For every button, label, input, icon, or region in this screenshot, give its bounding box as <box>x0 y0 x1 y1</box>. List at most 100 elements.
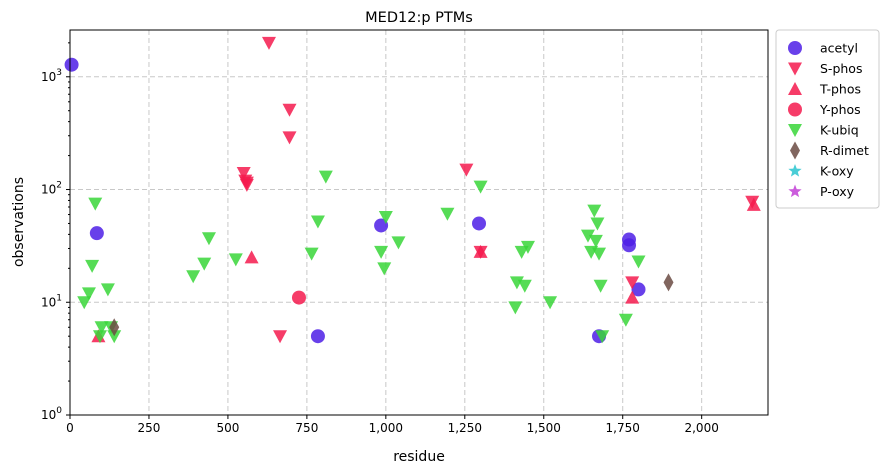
x-tick-label: 1,500 <box>527 421 561 435</box>
point-K-ubiq <box>94 321 109 335</box>
x-tick-label: 0 <box>66 421 74 435</box>
x-tick-label: 250 <box>138 421 161 435</box>
legend-marker-K-oxy <box>788 164 802 177</box>
legend-label-Y-phos: Y-phos <box>819 102 861 117</box>
point-acetyl <box>472 216 487 231</box>
point-K-ubiq <box>590 217 605 231</box>
point-acetyl <box>89 226 104 241</box>
legend-box <box>775 29 880 209</box>
point-K-ubiq <box>100 283 115 297</box>
series-R-dimet <box>109 273 674 337</box>
data-points <box>64 36 761 344</box>
point-K-ubiq <box>310 215 325 229</box>
point-K-ubiq <box>197 257 212 271</box>
point-S-phos <box>236 167 251 181</box>
legend-marker-T-phos <box>788 82 802 95</box>
point-K-ubiq <box>440 207 455 221</box>
legend-marker-S-phos <box>788 62 802 76</box>
chart-title: MED12:p PTMs <box>365 10 473 26</box>
point-K-ubiq <box>318 170 333 184</box>
point-S-phos <box>282 131 297 145</box>
point-K-ubiq <box>592 247 607 261</box>
x-tick-label: 1,000 <box>369 421 403 435</box>
x-tick-label: 1,250 <box>448 421 482 435</box>
legend-label-P-oxy: P-oxy <box>820 184 855 199</box>
point-K-ubiq <box>580 229 595 243</box>
series-Y-phos <box>291 290 306 305</box>
point-K-ubiq <box>377 262 392 276</box>
point-K-ubiq <box>378 211 393 225</box>
series-K-ubiq <box>77 170 646 344</box>
point-acetyl <box>622 238 637 253</box>
point-T-phos <box>746 197 761 211</box>
x-tick-label: 750 <box>295 421 318 435</box>
point-acetyl <box>631 282 646 297</box>
point-K-ubiq <box>587 204 602 218</box>
point-K-ubiq <box>77 296 92 310</box>
legend: acetyl S-phos T-phos Y-phos K-ubiq R-dimet K-o… <box>775 29 880 209</box>
legend-label-K-ubiq: K-ubiq <box>820 123 859 138</box>
point-S-phos <box>273 330 288 344</box>
point-K-ubiq <box>473 180 488 194</box>
y-axis-label: observations <box>11 177 27 267</box>
series-T-phos <box>91 197 761 343</box>
point-R-dimet <box>109 318 120 337</box>
point-T-phos <box>244 250 259 264</box>
point-S-phos <box>282 103 297 117</box>
point-K-ubiq <box>93 330 108 344</box>
point-K-ubiq <box>85 259 100 273</box>
legend-label-acetyl: acetyl <box>820 41 858 56</box>
point-S-phos <box>625 276 640 290</box>
point-K-ubiq <box>593 279 608 293</box>
y-axis: 100 101 102 103 <box>41 42 70 422</box>
point-K-ubiq <box>514 245 529 259</box>
x-tick-label: 1,750 <box>606 421 640 435</box>
x-axis-label: residue <box>393 449 445 465</box>
point-K-ubiq <box>520 240 535 254</box>
point-K-ubiq <box>201 232 216 246</box>
legend-label-K-oxy: K-oxy <box>820 164 854 179</box>
point-K-ubiq <box>81 287 96 301</box>
point-R-dimet <box>663 273 674 292</box>
y-tick-label: 101 <box>41 293 62 309</box>
point-K-ubiq <box>107 330 122 344</box>
point-K-ubiq <box>509 276 524 290</box>
legend-label-R-dimet: R-dimet <box>820 143 869 158</box>
legend-marker-K-ubiq <box>788 124 802 137</box>
point-K-ubiq <box>88 197 103 211</box>
point-T-phos <box>473 244 488 258</box>
x-axis: 0 250 500 750 1,000 1,250 1,500 1,750 2,000 <box>66 415 719 435</box>
legend-label-S-phos: S-phos <box>820 61 862 76</box>
y-tick-label: 100 <box>41 406 62 422</box>
point-S-phos <box>459 163 474 177</box>
plot-frame <box>69 29 769 416</box>
point-S-phos <box>239 178 254 192</box>
legend-marker-acetyl <box>788 41 802 55</box>
point-K-ubiq <box>618 313 633 327</box>
series-acetyl <box>64 57 646 344</box>
x-tick-label: 500 <box>216 421 239 435</box>
point-S-phos <box>261 36 276 50</box>
point-K-ubiq <box>228 253 243 267</box>
point-K-ubiq <box>517 279 532 293</box>
point-K-ubiq <box>374 245 389 259</box>
point-K-ubiq <box>304 247 319 261</box>
legend-label-T-phos: T-phos <box>819 82 861 97</box>
point-K-ubiq <box>186 270 201 284</box>
point-K-ubiq <box>595 330 610 344</box>
legend-marker-R-dimet <box>790 141 800 160</box>
series-S-phos <box>236 36 760 344</box>
y-tick-label: 103 <box>41 68 62 84</box>
point-K-ubiq <box>508 301 523 315</box>
point-K-ubiq <box>588 234 603 248</box>
point-acetyl <box>64 57 79 72</box>
x-tick-label: 2,000 <box>684 421 718 435</box>
point-acetyl <box>310 329 325 344</box>
point-K-ubiq <box>543 296 558 310</box>
y-tick-label: 102 <box>41 181 62 197</box>
legend-marker-P-oxy <box>788 184 802 198</box>
grid <box>70 30 768 415</box>
point-K-ubiq <box>391 236 406 250</box>
point-acetyl <box>374 218 389 233</box>
